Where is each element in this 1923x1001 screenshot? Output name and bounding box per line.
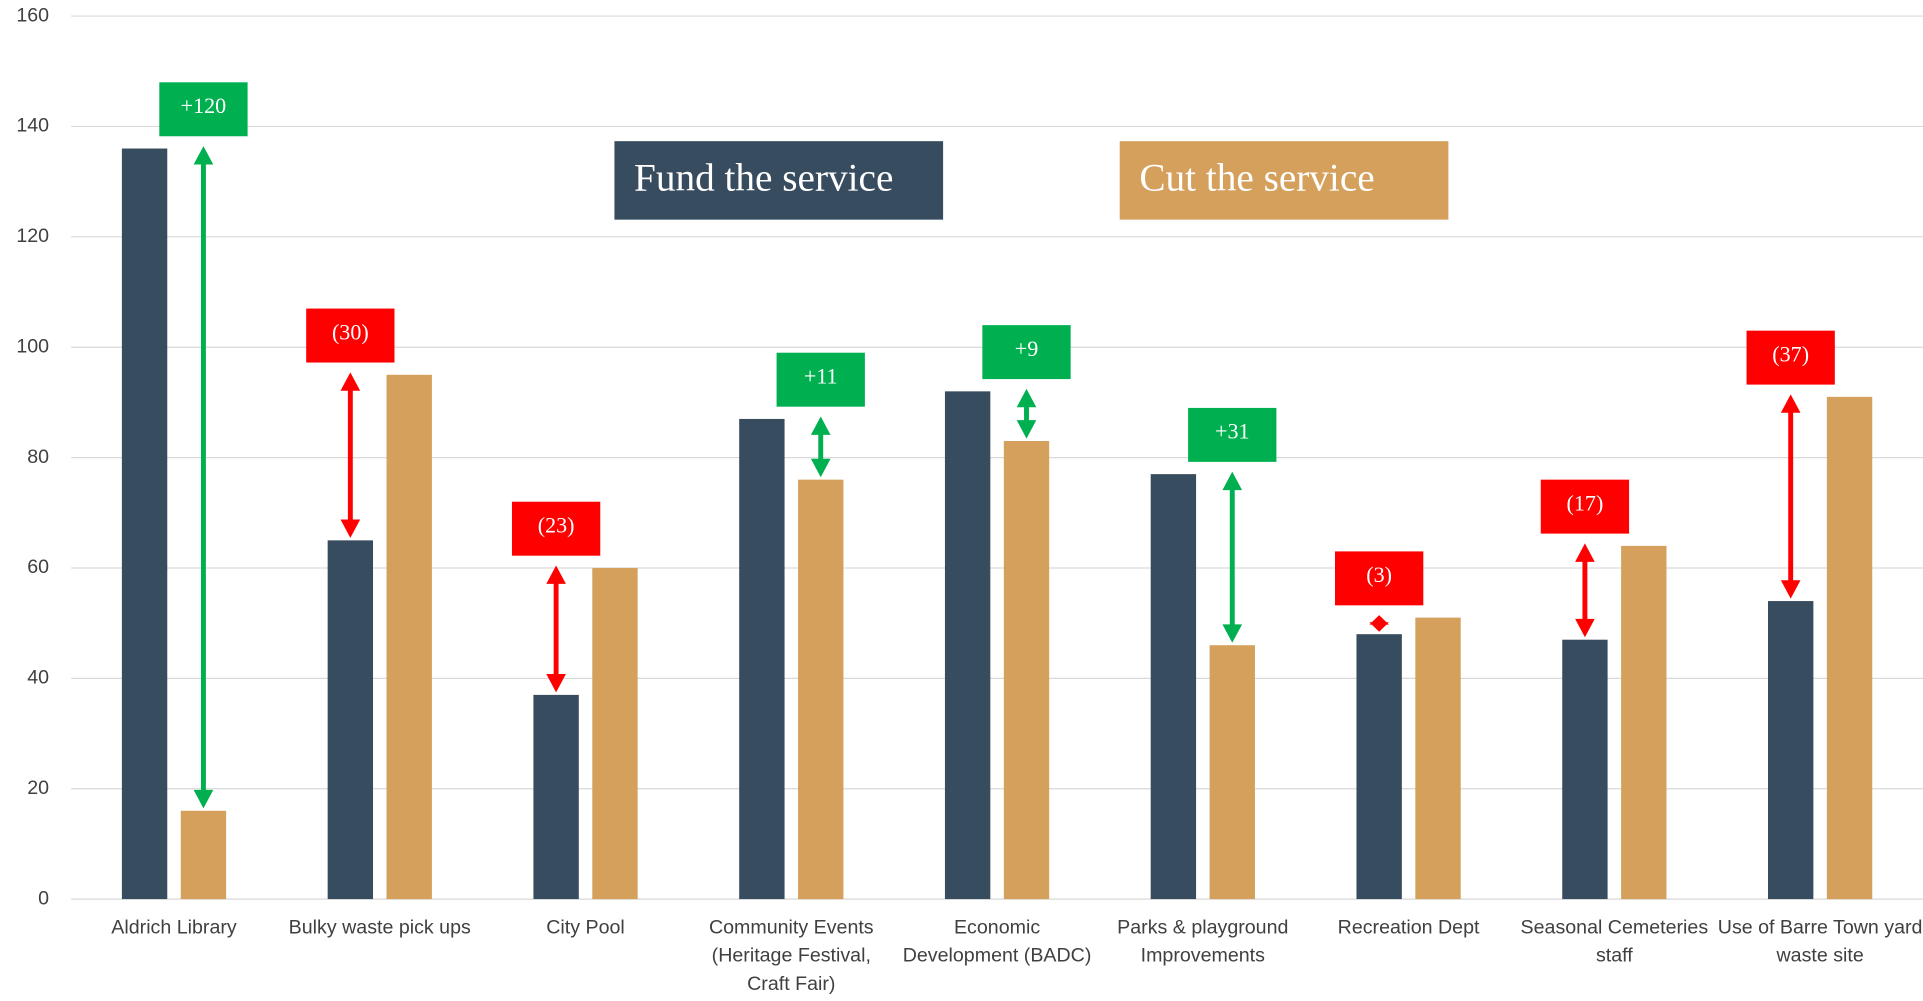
difference-label: (23) bbox=[538, 513, 575, 538]
arrow-head bbox=[1575, 618, 1595, 638]
x-tick-label: Seasonal Cemeteries staff bbox=[1520, 917, 1709, 967]
difference-label-box bbox=[776, 352, 865, 407]
bar bbox=[386, 374, 432, 900]
difference-label: +9 bbox=[1015, 336, 1038, 361]
bar bbox=[1767, 601, 1814, 900]
bar bbox=[798, 479, 844, 900]
bar bbox=[327, 540, 374, 900]
bar bbox=[1562, 639, 1608, 900]
bar bbox=[1003, 441, 1050, 900]
arrow-head bbox=[1369, 622, 1389, 632]
difference-label-box bbox=[306, 308, 395, 363]
arrow-head bbox=[546, 565, 566, 584]
arrow-head bbox=[1780, 580, 1801, 599]
y-tick-label: 60 bbox=[27, 556, 49, 578]
difference-label: (3) bbox=[1366, 562, 1392, 587]
difference-label: (17) bbox=[1567, 490, 1604, 515]
x-tick-label: City Pool bbox=[546, 917, 625, 939]
bar bbox=[180, 810, 227, 900]
bar bbox=[1209, 645, 1255, 900]
bar bbox=[1150, 474, 1197, 900]
arrow-head bbox=[340, 519, 361, 538]
y-tick-label: 20 bbox=[27, 777, 49, 799]
bar bbox=[1415, 617, 1461, 900]
difference-label-box bbox=[1335, 551, 1424, 606]
y-tick-label: 120 bbox=[16, 225, 49, 247]
arrow-head bbox=[1222, 624, 1243, 643]
arrow-head bbox=[1016, 388, 1037, 408]
arrow-head bbox=[340, 372, 361, 391]
x-tick-label: Recreation Dept bbox=[1337, 917, 1480, 939]
x-tick-label-box: Bulky waste pick ups bbox=[288, 917, 471, 939]
x-tick-label: Bulky waste pick ups bbox=[288, 917, 471, 939]
x-tick-label-box: Economic Development (BADC) bbox=[902, 917, 1092, 967]
x-tick-label-box: Use of Barre Town yard waste site bbox=[1717, 917, 1923, 967]
legend-label: Fund the service bbox=[634, 157, 893, 200]
x-tick-label: Parks & playground Improvements bbox=[1117, 917, 1289, 967]
difference-label: (30) bbox=[332, 319, 369, 344]
difference-label-box bbox=[1746, 330, 1835, 385]
difference-label-box bbox=[1540, 479, 1630, 534]
x-tick-label: Use of Barre Town yard waste site bbox=[1717, 917, 1923, 967]
bar bbox=[1826, 396, 1873, 900]
x-tick-label: Economic Development (BADC) bbox=[902, 917, 1092, 967]
arrow-head bbox=[1780, 394, 1801, 413]
legend-label: Cut the service bbox=[1139, 157, 1374, 200]
difference-label-box bbox=[982, 325, 1071, 380]
x-tick-label-box: Seasonal Cemeteries staff bbox=[1520, 917, 1709, 967]
y-tick-label: 80 bbox=[27, 446, 49, 468]
x-tick-label-box: Recreation Dept bbox=[1337, 917, 1480, 939]
arrow-head bbox=[193, 789, 214, 809]
x-tick-label: Aldrich Library bbox=[111, 917, 237, 939]
y-tick-label: 40 bbox=[27, 667, 49, 689]
y-tick-label: 140 bbox=[16, 115, 49, 137]
arrow-head bbox=[193, 146, 214, 165]
difference-label: +31 bbox=[1215, 419, 1250, 444]
difference-label-box bbox=[1188, 407, 1277, 462]
bar bbox=[592, 567, 638, 900]
difference-label: +120 bbox=[181, 93, 227, 118]
x-tick-label-box: Community Events (Heritage Festival, Cra… bbox=[708, 917, 874, 995]
difference-label: (37) bbox=[1772, 341, 1809, 366]
bar bbox=[533, 694, 579, 900]
bar bbox=[1356, 634, 1402, 900]
legend-swatch bbox=[1119, 141, 1449, 220]
arrow-head bbox=[810, 458, 831, 478]
arrow-head bbox=[810, 416, 831, 435]
y-tick-label: 0 bbox=[38, 887, 49, 909]
arrow-head bbox=[1575, 543, 1595, 562]
bar bbox=[121, 148, 168, 900]
bar bbox=[944, 391, 991, 900]
difference-label-box bbox=[511, 501, 601, 556]
x-tick-label: Community Events (Heritage Festival, Cra… bbox=[708, 917, 874, 995]
difference-label-box bbox=[159, 82, 248, 137]
legend-swatch bbox=[614, 141, 944, 220]
arrow-head bbox=[1222, 471, 1243, 491]
y-tick-label: 160 bbox=[16, 4, 49, 26]
y-tick-label: 100 bbox=[16, 335, 49, 357]
x-tick-label-box: Parks & playground Improvements bbox=[1117, 917, 1289, 967]
arrow-head bbox=[546, 674, 566, 693]
arrow-head bbox=[1016, 420, 1037, 439]
difference-label: +11 bbox=[804, 364, 838, 389]
x-tick-label-box: City Pool bbox=[546, 917, 625, 939]
bar bbox=[1621, 545, 1667, 900]
bar bbox=[739, 418, 785, 900]
x-tick-label-box: Aldrich Library bbox=[111, 917, 237, 939]
